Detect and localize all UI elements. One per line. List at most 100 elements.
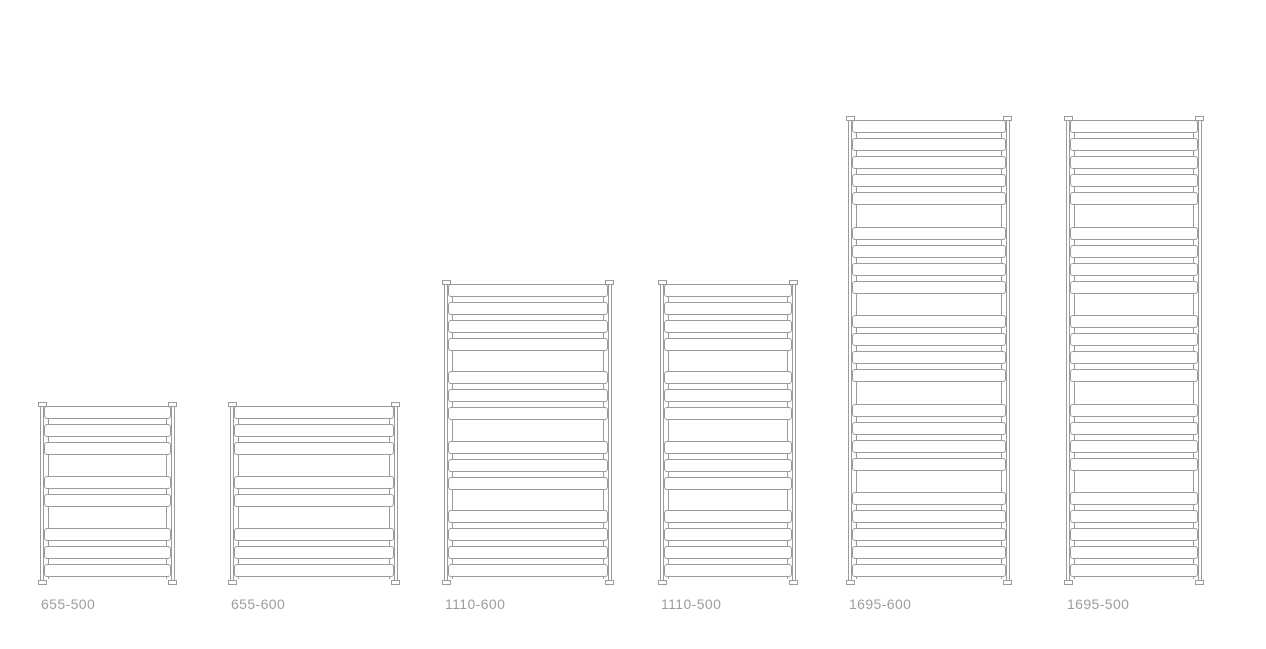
panel-bar [1070, 564, 1198, 577]
tube-cap-bottom-right [1195, 580, 1204, 585]
panel-bar [664, 509, 792, 523]
panel-bar [234, 528, 394, 541]
panel-bar [1070, 174, 1198, 187]
group-gap [664, 351, 792, 371]
group-gap [448, 490, 608, 510]
panel-bar-stack [448, 284, 608, 577]
group-gap [852, 205, 1006, 227]
panel-bar [852, 421, 1006, 435]
inner-collector-line-right [1193, 122, 1194, 579]
group-gap [852, 471, 1006, 493]
group-gap [44, 455, 171, 476]
group-gap [44, 507, 171, 528]
panel-bar [1070, 315, 1198, 328]
panel-bar-stack [852, 120, 1006, 577]
panel-bar [44, 406, 171, 419]
panel-bar [852, 120, 1006, 133]
panel-bar [1070, 280, 1198, 294]
panel-bar [448, 527, 608, 541]
panel-bar [234, 476, 394, 489]
panel-bar [448, 407, 608, 421]
panel-bar [234, 494, 394, 507]
panel-bar [1070, 120, 1198, 133]
panel-bar [1070, 333, 1198, 346]
collector-tube-left [444, 282, 448, 583]
panel-bar [852, 315, 1006, 328]
panel-bar [1070, 369, 1198, 382]
panel-bar [852, 280, 1006, 294]
panel-bar [664, 458, 792, 472]
tube-cap-bottom-left [846, 580, 855, 585]
panel-bar [664, 563, 792, 577]
panel-bar [448, 302, 608, 315]
tube-cap-bottom-left [658, 580, 667, 585]
panel-bar-stack [44, 406, 171, 577]
inner-collector-line-left [1074, 122, 1075, 579]
panel-bar-stack [664, 284, 792, 577]
panel-bar [664, 527, 792, 541]
panel-bar [234, 546, 394, 559]
radiator-drawing [1064, 116, 1204, 585]
collector-tube-left [848, 118, 852, 583]
tube-cap-bottom-left [442, 580, 451, 585]
panel-bar [44, 528, 171, 541]
tube-cap-top-left [1064, 116, 1073, 121]
group-gap [234, 455, 394, 476]
panel-bar [852, 156, 1006, 169]
collector-tube-right [1006, 118, 1010, 583]
group-gap [1070, 294, 1198, 316]
group-gap [664, 420, 792, 440]
size-label: 1110-500 [661, 596, 722, 612]
tube-cap-bottom-right [168, 580, 177, 585]
group-gap [1070, 471, 1198, 493]
tube-cap-bottom-right [789, 580, 798, 585]
group-gap [1070, 382, 1198, 404]
tube-cap-top-left [658, 280, 667, 285]
size-label: 655-500 [41, 596, 96, 612]
size-label: 655-600 [231, 596, 286, 612]
radiator-drawing [38, 402, 177, 585]
panel-bar [448, 545, 608, 559]
panel-bar [852, 403, 1006, 417]
collector-tube-right [394, 404, 398, 583]
tube-cap-top-right [168, 402, 177, 407]
panel-bar [1070, 138, 1198, 151]
inner-collector-line-right [787, 286, 788, 579]
panel-bar [234, 564, 394, 577]
panel-bar [234, 442, 394, 455]
panel-bar [1070, 510, 1198, 523]
panel-bar [44, 476, 171, 489]
collector-tube-right [792, 282, 796, 583]
tube-cap-top-right [605, 280, 614, 285]
tube-cap-bottom-left [38, 580, 47, 585]
panel-bar [664, 320, 792, 333]
tube-cap-top-left [846, 116, 855, 121]
panel-bar [448, 320, 608, 333]
tube-cap-top-left [228, 402, 237, 407]
panel-bar [1070, 403, 1198, 417]
panel-bar [1070, 262, 1198, 276]
panel-bar [448, 509, 608, 523]
panel-bar [852, 546, 1006, 559]
collector-tube-right [171, 404, 175, 583]
collector-tube-left [1066, 118, 1070, 583]
panel-bar [664, 476, 792, 490]
group-gap [448, 420, 608, 440]
panel-bar [1070, 439, 1198, 453]
panel-bar [448, 563, 608, 577]
panel-bar [852, 369, 1006, 382]
panel-bar [448, 458, 608, 472]
panel-bar [852, 528, 1006, 541]
panel-bar-stack [1070, 120, 1198, 577]
panel-bar [852, 351, 1006, 364]
panel-bar [1070, 192, 1198, 205]
panel-bar [44, 546, 171, 559]
collector-tube-left [230, 404, 234, 583]
panel-bar [1070, 492, 1198, 505]
panel-bar [448, 389, 608, 403]
panel-bar [852, 244, 1006, 258]
tube-cap-top-right [1195, 116, 1204, 121]
tube-cap-bottom-left [1064, 580, 1073, 585]
panel-bar [234, 424, 394, 437]
